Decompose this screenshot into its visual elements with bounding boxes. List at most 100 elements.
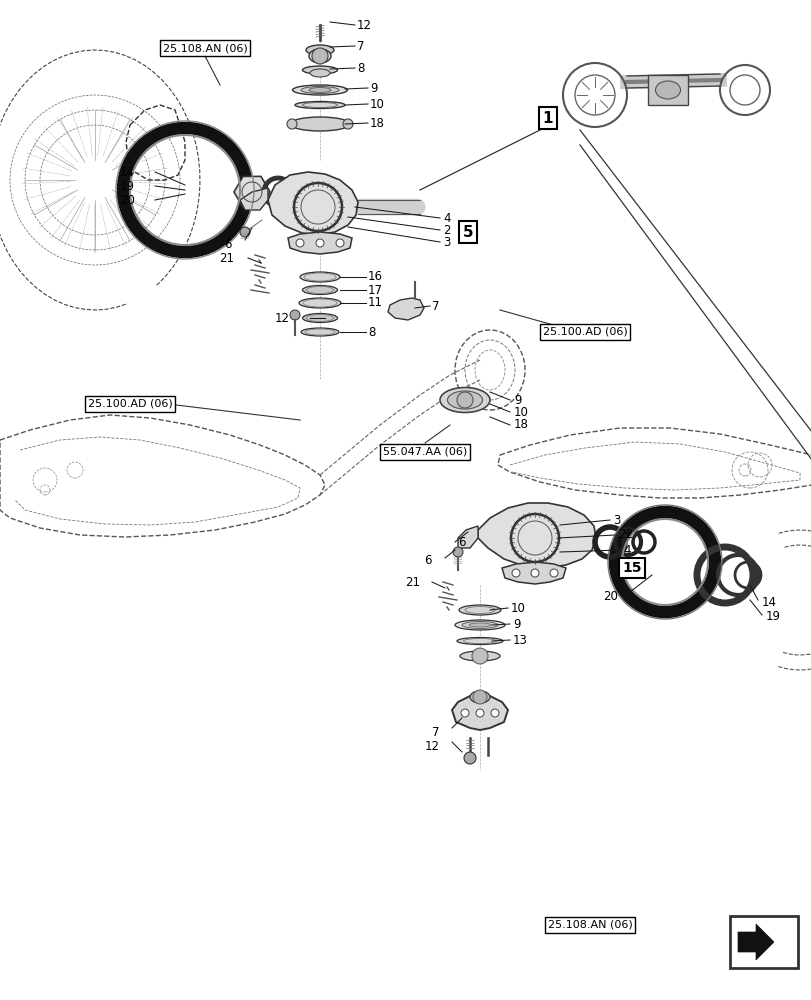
Text: 25.108.AN (06): 25.108.AN (06) [162, 43, 247, 53]
Text: 21: 21 [219, 251, 234, 264]
Circle shape [453, 547, 462, 557]
Ellipse shape [303, 314, 337, 322]
Text: 10: 10 [510, 601, 526, 614]
Ellipse shape [457, 638, 502, 644]
Ellipse shape [460, 651, 500, 661]
Text: 6: 6 [224, 237, 232, 250]
Ellipse shape [286, 119, 297, 129]
Polygon shape [501, 562, 565, 584]
Text: 11: 11 [367, 296, 383, 310]
Bar [729, 916, 797, 968]
Circle shape [336, 239, 344, 247]
Text: 8: 8 [367, 326, 375, 338]
Ellipse shape [309, 49, 331, 63]
Ellipse shape [301, 328, 338, 336]
Text: 12: 12 [424, 739, 440, 752]
Circle shape [315, 239, 324, 247]
Text: 6: 6 [457, 536, 465, 548]
Ellipse shape [303, 66, 337, 74]
Circle shape [311, 48, 328, 64]
Ellipse shape [461, 621, 497, 628]
Polygon shape [240, 188, 268, 210]
Text: 17: 17 [367, 284, 383, 296]
Circle shape [471, 648, 487, 664]
Text: 9: 9 [370, 82, 377, 95]
Text: 8: 8 [357, 62, 364, 75]
Circle shape [473, 690, 487, 704]
Text: 1: 1 [542, 111, 552, 126]
Text: 19: 19 [765, 610, 780, 624]
Text: 3: 3 [443, 235, 450, 248]
Text: 5: 5 [462, 225, 473, 240]
Text: 25.108.AN (06): 25.108.AN (06) [547, 920, 632, 930]
Circle shape [475, 709, 483, 717]
Circle shape [463, 752, 475, 764]
Ellipse shape [342, 119, 353, 129]
Text: 7: 7 [431, 300, 439, 312]
Text: 6: 6 [424, 554, 431, 566]
Ellipse shape [458, 605, 500, 615]
Text: 19: 19 [120, 180, 135, 193]
Text: 18: 18 [370, 117, 384, 130]
Text: 15: 15 [621, 561, 641, 575]
Circle shape [491, 709, 499, 717]
Polygon shape [288, 232, 351, 254]
Text: 10: 10 [513, 406, 528, 418]
Circle shape [512, 569, 519, 577]
Polygon shape [452, 695, 508, 730]
Text: 4: 4 [443, 212, 450, 225]
Text: 55.047.AA (06): 55.047.AA (06) [383, 447, 466, 457]
Ellipse shape [299, 272, 340, 282]
Text: 7: 7 [357, 40, 364, 53]
Ellipse shape [440, 387, 489, 412]
Ellipse shape [306, 45, 333, 55]
Ellipse shape [469, 623, 491, 627]
Circle shape [296, 239, 303, 247]
Polygon shape [268, 172, 358, 235]
Text: 16: 16 [367, 270, 383, 284]
Circle shape [457, 392, 473, 408]
Ellipse shape [294, 102, 345, 109]
Text: 25.100.AD (06): 25.100.AD (06) [542, 327, 627, 337]
Circle shape [461, 709, 469, 717]
Text: 9: 9 [513, 393, 521, 406]
Ellipse shape [447, 391, 482, 409]
Text: 20: 20 [120, 194, 135, 207]
Text: 20: 20 [603, 589, 617, 602]
Ellipse shape [654, 81, 680, 99]
Text: 4: 4 [622, 544, 629, 556]
Text: 12: 12 [275, 312, 290, 324]
Ellipse shape [470, 691, 489, 703]
Ellipse shape [310, 69, 329, 77]
Ellipse shape [290, 117, 350, 131]
Ellipse shape [298, 298, 341, 308]
Bar [647, 75, 687, 105]
Text: 2: 2 [443, 224, 450, 237]
Text: 25.100.AD (06): 25.100.AD (06) [88, 399, 172, 409]
Circle shape [290, 310, 299, 320]
Polygon shape [234, 176, 270, 208]
Text: 3: 3 [612, 514, 620, 526]
Ellipse shape [309, 88, 331, 93]
Text: 7: 7 [432, 725, 440, 738]
Ellipse shape [303, 286, 337, 294]
Circle shape [240, 227, 250, 237]
Ellipse shape [454, 620, 504, 630]
Text: 21: 21 [405, 576, 419, 588]
Text: 22: 22 [617, 528, 633, 542]
Text: 10: 10 [370, 98, 384, 111]
Ellipse shape [301, 87, 338, 94]
Text: 14: 14 [761, 595, 776, 608]
Text: 9: 9 [513, 617, 520, 630]
Text: 12: 12 [357, 19, 371, 32]
Polygon shape [457, 526, 478, 548]
Polygon shape [388, 298, 423, 320]
Text: 13: 13 [513, 634, 527, 646]
Ellipse shape [292, 85, 347, 95]
Circle shape [549, 569, 557, 577]
Circle shape [530, 569, 539, 577]
Polygon shape [478, 503, 595, 568]
Polygon shape [737, 924, 773, 960]
Text: 18: 18 [513, 418, 528, 432]
Text: 14: 14 [120, 166, 135, 179]
